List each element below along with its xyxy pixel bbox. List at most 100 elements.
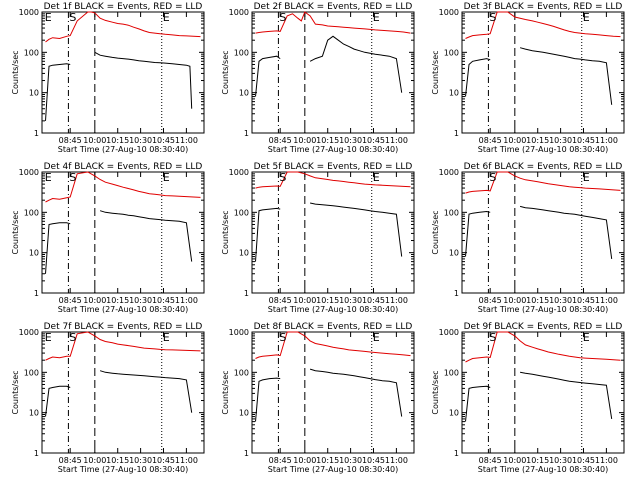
x-tick-label: 10:30 — [339, 456, 362, 465]
x-axis-label: Start Time (27-Aug-10 08:30:40) — [268, 465, 399, 474]
x-tick-label: 10:15 — [526, 296, 549, 305]
time-marker-label: E — [373, 331, 380, 344]
x-tick-label: 10:30 — [549, 136, 572, 145]
x-tick-label: 10:45 — [572, 296, 595, 305]
x-tick-label: 10:00 — [503, 296, 526, 305]
y-axis-label: Counts/sec — [221, 210, 230, 254]
chart-title: Det 4f BLACK = Events, RED = LLD — [44, 162, 203, 172]
x-tick-label: 10:45 — [572, 136, 595, 145]
x-tick-label: 11:00 — [595, 456, 618, 465]
x-tick-label: 08:45 — [269, 136, 292, 145]
y-tick-label: 1000 — [229, 328, 249, 337]
time-marker-label: S — [69, 11, 76, 24]
y-tick-label: 1000 — [19, 8, 39, 17]
x-tick-label: 10:00 — [503, 456, 526, 465]
series-line-events — [45, 370, 193, 417]
x-tick-label: 10:00 — [293, 296, 316, 305]
x-tick-label: 11:00 — [595, 136, 618, 145]
time-marker-label: S — [279, 331, 286, 344]
y-tick-label: 10 — [239, 89, 249, 98]
plot-frame — [251, 11, 415, 134]
series-line-events — [255, 202, 403, 262]
y-tick-label: 1 — [454, 129, 459, 138]
y-tick-label: 10 — [29, 409, 39, 418]
x-axis-label: Start Time (27-Aug-10 08:30:40) — [58, 465, 189, 474]
series-line-events — [465, 371, 613, 422]
plot-frame — [461, 331, 625, 454]
y-tick-label: 10 — [29, 249, 39, 258]
x-tick-label: 10:30 — [549, 296, 572, 305]
x-tick-label: 10:00 — [293, 456, 316, 465]
time-marker-label: E — [45, 11, 52, 24]
plot-frame — [461, 171, 625, 294]
series-line-events — [45, 210, 193, 274]
x-axis-label: Start Time (27-Aug-10 08:30:40) — [478, 465, 609, 474]
series-line-events — [45, 51, 193, 121]
y-tick-label: 1 — [244, 129, 249, 138]
x-tick-label: 10:15 — [316, 296, 339, 305]
y-tick-label: 100 — [234, 368, 249, 377]
x-tick-label: 10:45 — [362, 456, 385, 465]
y-axis-label: Counts/sec — [221, 370, 230, 414]
x-tick-label: 10:30 — [339, 296, 362, 305]
x-tick-label: 10:45 — [572, 456, 595, 465]
chart-panel-1: Det 1f BLACK = Events, RED = LLD 1 10 100 10… — [11, 2, 205, 154]
x-tick-label: 10:15 — [316, 136, 339, 145]
y-tick-label: 1 — [34, 129, 39, 138]
y-tick-label: 1 — [244, 449, 249, 458]
y-tick-label: 100 — [234, 48, 249, 57]
series-line-lld — [45, 171, 201, 203]
y-tick-label: 1000 — [229, 8, 249, 17]
series-line-lld — [45, 331, 201, 361]
y-tick-label: 10 — [449, 409, 459, 418]
x-tick-label: 08:45 — [269, 296, 292, 305]
plot-frame — [461, 11, 625, 134]
x-tick-label: 08:45 — [479, 456, 502, 465]
x-tick-label: 10:45 — [152, 456, 175, 465]
y-tick-label: 100 — [444, 368, 459, 377]
x-tick-label: 08:45 — [479, 296, 502, 305]
chart-title: Det 2f BLACK = Events, RED = LLD — [254, 2, 413, 12]
series-line-lld — [255, 11, 411, 34]
x-axis-label: Start Time (27-Aug-10 08:30:40) — [58, 145, 189, 154]
time-marker-label: S — [489, 11, 496, 24]
x-axis-label: Start Time (27-Aug-10 08:30:40) — [268, 305, 399, 314]
chart-title: Det 1f BLACK = Events, RED = LLD — [44, 2, 203, 12]
x-tick-label: 10:15 — [106, 456, 129, 465]
series-line-lld — [465, 331, 621, 363]
y-tick-label: 10 — [239, 409, 249, 418]
x-tick-label: 10:15 — [526, 456, 549, 465]
y-tick-label: 10 — [449, 89, 459, 98]
x-axis-label: Start Time (27-Aug-10 08:30:40) — [268, 145, 399, 154]
y-tick-label: 100 — [444, 208, 459, 217]
x-tick-label: 10:15 — [106, 136, 129, 145]
y-axis-label: Counts/sec — [431, 370, 440, 414]
time-marker-label: S — [69, 171, 76, 184]
y-axis-label: Counts/sec — [221, 50, 230, 94]
x-tick-label: 08:45 — [479, 136, 502, 145]
time-marker-label: S — [69, 331, 76, 344]
y-tick-label: 10 — [239, 249, 249, 258]
chart-panel-4: Det 4f BLACK = Events, RED = LLD 1 10 100 10… — [11, 162, 205, 314]
chart-panel-5: Det 5f BLACK = Events, RED = LLD 1 10 100 10… — [221, 162, 415, 314]
x-tick-label: 10:15 — [106, 296, 129, 305]
time-marker-label: E — [583, 11, 590, 24]
time-marker-label: S — [279, 171, 286, 184]
x-tick-label: 10:30 — [129, 296, 152, 305]
x-tick-label: 10:15 — [316, 456, 339, 465]
time-marker-label: E — [583, 331, 590, 344]
x-tick-label: 11:00 — [175, 296, 198, 305]
x-tick-label: 08:45 — [59, 296, 82, 305]
x-tick-label: 08:45 — [269, 456, 292, 465]
y-axis-label: Counts/sec — [11, 50, 20, 94]
time-marker-label: S — [489, 331, 496, 344]
y-axis-label: Counts/sec — [431, 50, 440, 94]
chart-title: Det 5f BLACK = Events, RED = LLD — [254, 162, 413, 172]
x-tick-label: 10:00 — [83, 456, 106, 465]
y-tick-label: 100 — [444, 48, 459, 57]
x-tick-label: 10:30 — [339, 136, 362, 145]
x-tick-label: 11:00 — [385, 136, 408, 145]
time-marker-label: E — [163, 171, 170, 184]
chart-panel-9: Det 9f BLACK = Events, RED = LLD 1 10 100 10… — [431, 322, 625, 474]
